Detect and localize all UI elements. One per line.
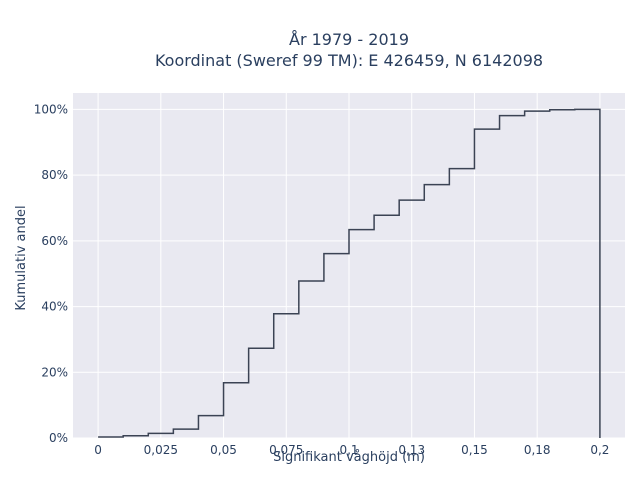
y-tick-label: 40% (41, 300, 68, 314)
x-tick-label: 0,1 (339, 443, 358, 457)
x-tick-label: 0,2 (590, 443, 609, 457)
chart-title-line2: Koordinat (Sweref 99 TM): E 426459, N 61… (155, 51, 543, 70)
x-tick-label: 0,13 (398, 443, 425, 457)
y-tick-label: 80% (41, 168, 68, 182)
y-tick-label: 20% (41, 365, 68, 379)
y-tick-label: 0% (49, 431, 68, 445)
y-tick-label: 60% (41, 234, 68, 248)
y-tick-label: 100% (34, 102, 68, 116)
x-tick-label: 0,025 (144, 443, 178, 457)
y-axis-title: Kumulativ andel (14, 205, 29, 310)
x-tick-label: 0,05 (210, 443, 237, 457)
x-axis-title: Signifikant våghöjd (m) (273, 450, 425, 465)
cumulative-step-line (98, 108, 601, 438)
x-tick-label: 0,15 (461, 443, 488, 457)
x-axis-ticks: 0 0,025 0,05 0,075 0,1 0,13 0,15 0,18 0,2 (94, 443, 609, 457)
series-step-line (98, 108, 601, 438)
chart-title-line1: År 1979 - 2019 (289, 30, 409, 49)
y-axis-ticks: 0% 20% 40% 60% 80% 100% (34, 102, 68, 445)
x-tick-label: 0,18 (524, 443, 551, 457)
x-tick-label: 0,075 (269, 443, 303, 457)
x-tick-label: 0 (94, 443, 102, 457)
